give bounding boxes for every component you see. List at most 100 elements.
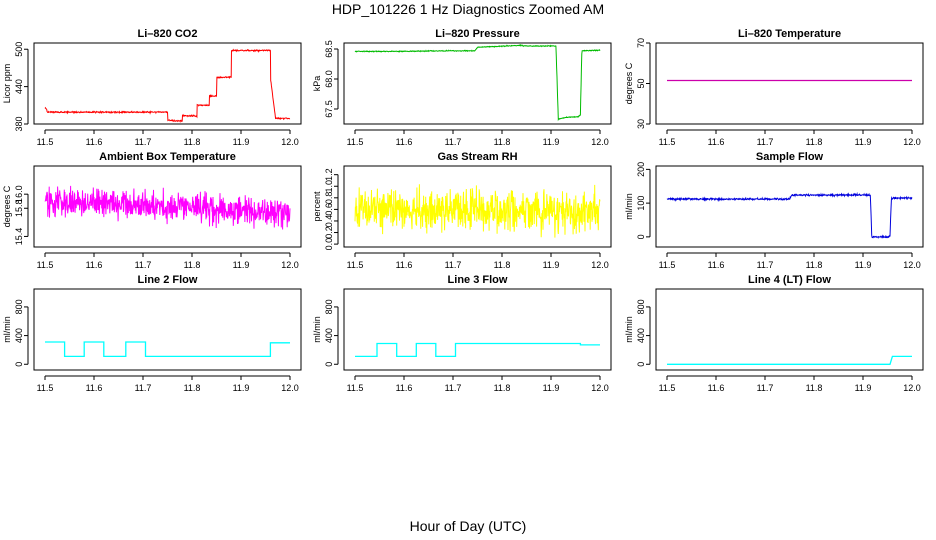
y-tick-label: 400 [636,328,646,343]
x-tick-label: 11.6 [708,383,725,393]
x-tick-label: 11.6 [708,137,725,147]
x-tick-label: 11.6 [396,383,413,393]
series-line [354,184,601,238]
y-tick-label: 400 [324,328,334,343]
series-line [666,191,913,239]
x-tick-label: 11.9 [855,137,872,147]
x-tick-label: 11.7 [757,383,774,393]
x-tick-label: 11.6 [86,260,103,270]
y-tick-label: 800 [636,299,646,314]
y-tick-label: 15.4 [14,228,24,246]
x-tick-label: 11.7 [445,137,462,147]
x-tick-label: 12.0 [903,137,921,147]
y-tick-label: 800 [14,299,24,314]
x-tick-label: 11.9 [543,260,560,270]
panel-title: Li–820 Pressure [435,28,519,40]
series-line [44,185,291,230]
x-tick-label: 11.5 [347,260,364,270]
x-tick-label: 11.8 [494,137,511,147]
x-tick-label: 11.5 [347,383,364,393]
y-tick-label: 68.5 [324,40,334,58]
y-tick-label: 0.2 [324,226,334,239]
plot-frame [33,165,302,248]
x-tick-label: 11.9 [233,137,250,147]
y-tick-label: 0.6 [324,203,334,216]
y-tick-label: 15.8 [14,199,24,217]
chart-panel: Li–820 Temperature degrees C 11.5 11.6 11.7 1… [624,28,924,147]
y-tick-label: 50 [636,78,646,88]
x-tick-label: 11.9 [855,260,872,270]
panel-title: Line 4 (LT) Flow [748,274,831,286]
panel-title: Line 3 Flow [448,274,508,286]
x-tick-label: 11.8 [184,260,201,270]
y-tick-label: 0 [636,362,646,367]
x-tick-label: 11.9 [543,137,560,147]
x-tick-label: 11.8 [806,383,823,393]
y-axis-title: degrees C [2,185,12,227]
x-tick-label: 12.0 [591,137,609,147]
x-tick-label: 12.0 [281,260,299,270]
y-tick-label: 800 [324,299,334,314]
panel-title: Li–820 CO2 [138,28,198,40]
y-axis-title: kPa [312,76,322,92]
x-tick-label: 11.5 [347,137,364,147]
y-tick-label: 100 [636,196,646,211]
x-tick-label: 12.0 [591,260,609,270]
series-line [45,341,290,358]
x-tick-label: 11.6 [708,260,725,270]
x-tick-label: 11.7 [445,383,462,393]
y-tick-label: 0 [324,362,334,367]
y-tick-label: 16.0 [14,185,24,203]
x-tick-label: 11.7 [135,383,152,393]
chart-panel: Ambient Box Temperature degrees C 11.5 11.6… [2,151,302,270]
series-line [354,44,601,122]
x-tick-label: 11.5 [37,260,54,270]
y-tick-label: 0.4 [324,215,334,228]
y-tick-label: 380 [14,116,24,131]
x-tick-label: 11.5 [659,383,676,393]
x-tick-label: 11.7 [757,137,774,147]
series-line [667,355,912,365]
x-tick-label: 11.5 [659,260,676,270]
x-tick-label: 12.0 [903,260,921,270]
y-axis-title: percent [312,191,322,222]
y-axis-title: Licor ppm [2,64,12,104]
x-tick-label: 11.7 [757,260,774,270]
x-tick-label: 11.8 [806,260,823,270]
plot-frame [343,42,612,125]
x-tick-label: 11.9 [543,383,560,393]
plot-frame [343,288,612,371]
x-tick-label: 11.5 [37,137,54,147]
series-line [44,48,291,123]
y-tick-label: 200 [636,162,646,177]
x-tick-label: 11.9 [855,383,872,393]
plot-frame [33,42,302,125]
x-tick-label: 11.6 [86,137,103,147]
x-tick-label: 11.8 [184,137,201,147]
chart-panel: Line 4 (LT) Flow ml/min 11.5 11.6 11.7 11.8 11… [624,274,924,393]
y-axis-title: ml/min [624,193,634,220]
x-tick-label: 11.8 [184,383,201,393]
plot-frame [655,165,924,248]
x-tick-label: 12.0 [903,383,921,393]
chart-panel: Sample Flow ml/min 11.5 11.6 11.7 11.8 11.9 12.… [624,151,924,270]
chart-panel: Li–820 CO2 Licor ppm 11.5 11.6 11.7 11.8 11.9 1… [2,28,302,147]
y-tick-label: 0 [636,234,646,239]
plot-frame [33,288,302,371]
chart-panel: Line 2 Flow ml/min 11.5 11.6 11.7 11.8 11.9 12.… [2,274,302,393]
x-tick-label: 11.6 [396,137,413,147]
y-axis-title: ml/min [312,316,322,343]
chart-panel: Line 3 Flow ml/min 11.5 11.6 11.7 11.8 11.9 12.… [312,274,612,393]
y-tick-label: 500 [14,42,24,57]
x-tick-label: 11.7 [135,260,152,270]
y-tick-label: 0.0 [324,238,334,251]
x-tick-label: 11.7 [135,137,152,147]
y-tick-label: 440 [14,79,24,94]
panel-title: Li–820 Temperature [738,28,841,40]
x-tick-label: 11.5 [659,137,676,147]
figure-title: HDP_101226 1 Hz Diagnostics Zoomed AM [331,1,605,17]
chart-panel: Gas Stream RH percent 11.5 11.6 11.7 11.8 11.9… [312,151,612,270]
chart-panel: Li–820 Pressure kPa 11.5 11.6 11.7 11.8 11.9 12… [312,28,612,147]
x-tick-label: 12.0 [281,137,299,147]
x-tick-label: 11.8 [806,137,823,147]
